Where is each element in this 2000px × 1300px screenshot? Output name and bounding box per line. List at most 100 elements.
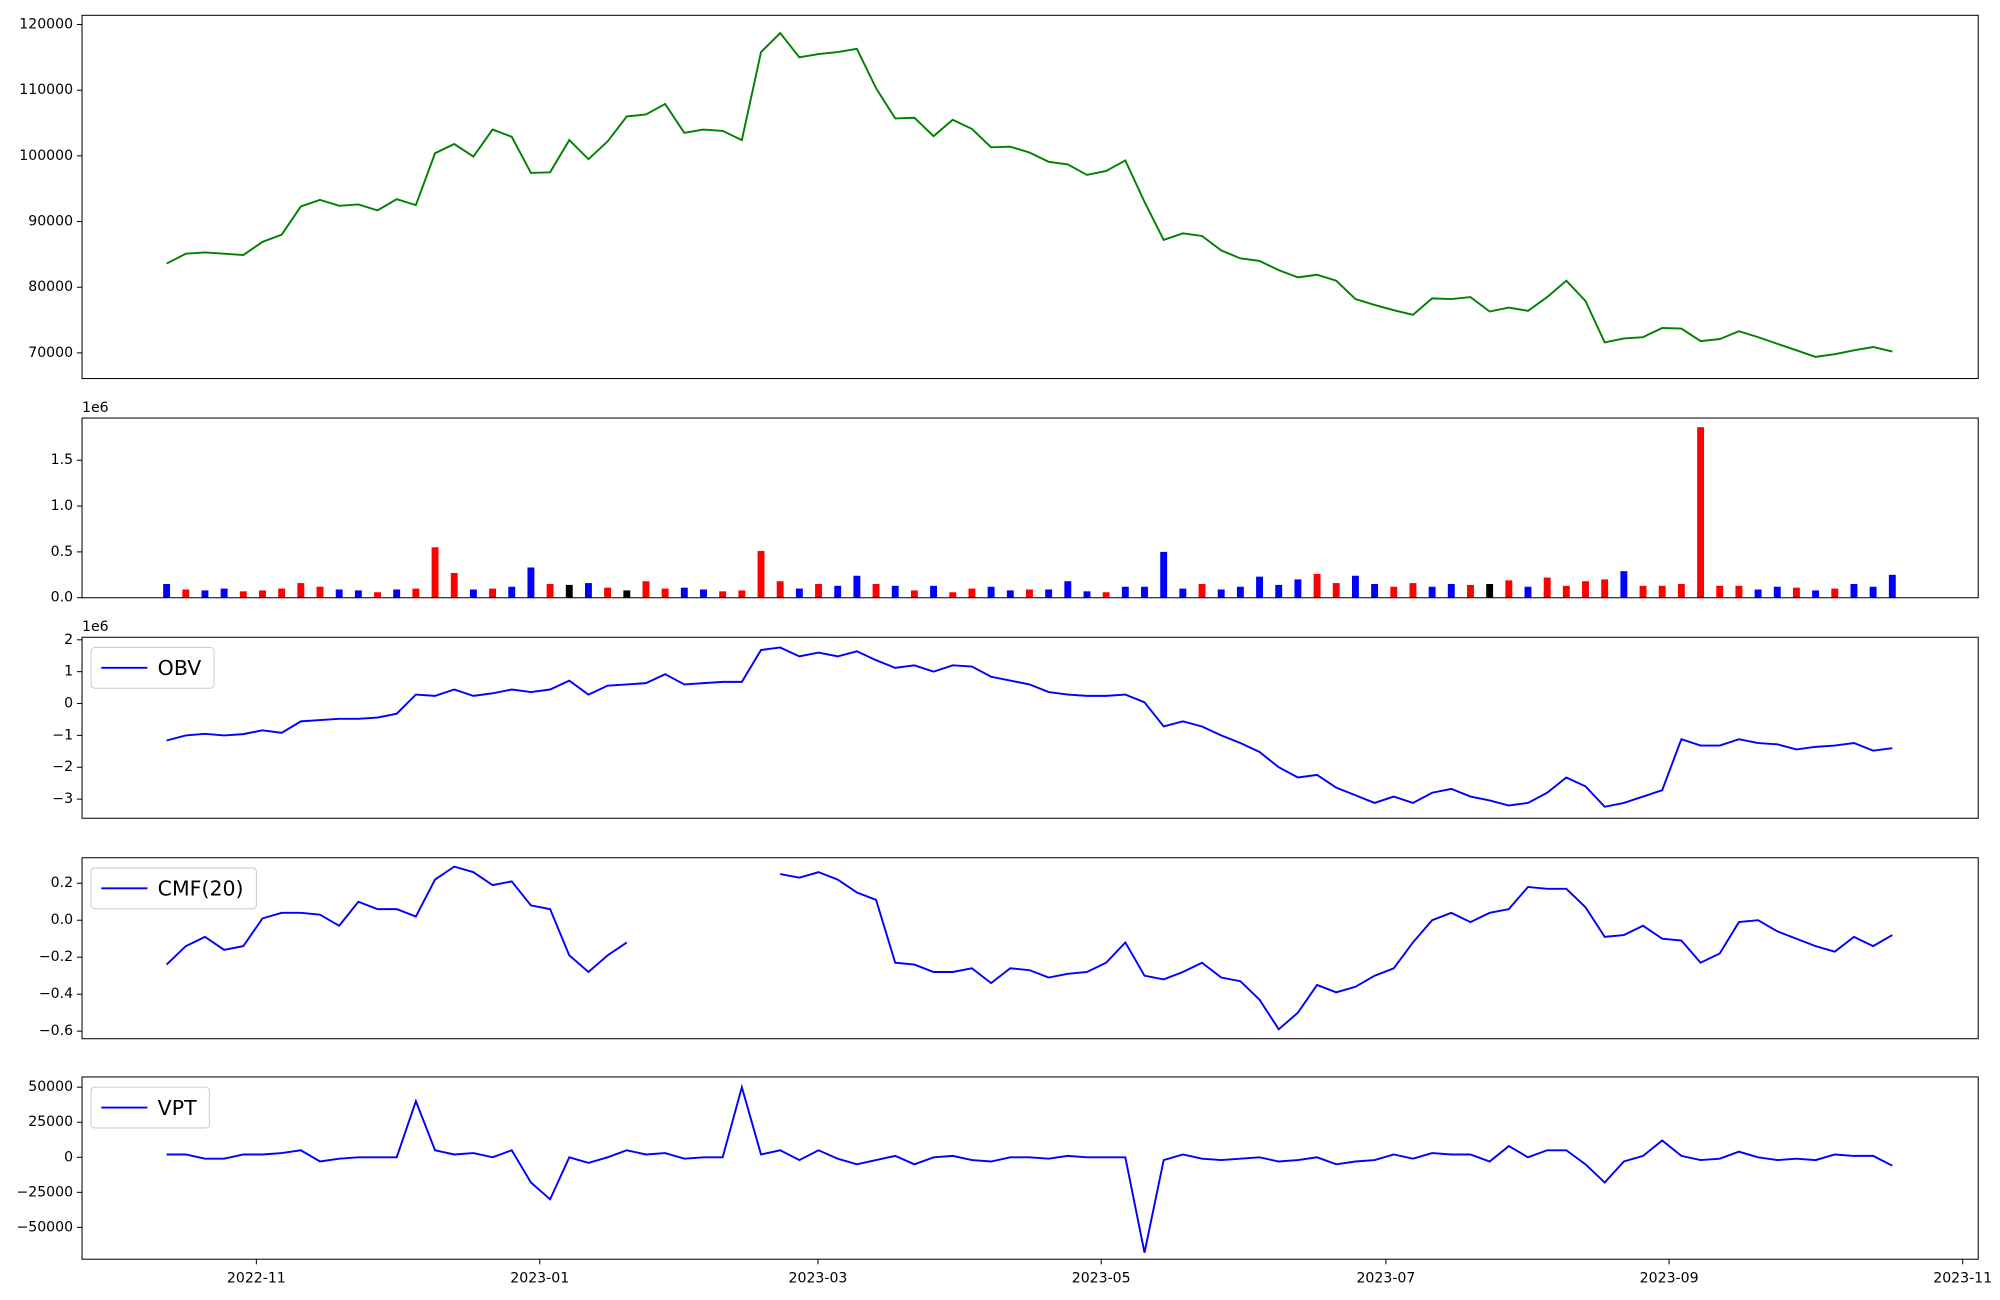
bar (1141, 586, 1148, 598)
bar (1332, 583, 1340, 598)
bar (949, 592, 957, 598)
bar (1716, 585, 1724, 598)
y-tick-label: 0.0 (51, 912, 73, 928)
bar (1639, 585, 1647, 598)
bar (1677, 583, 1685, 598)
bar (1505, 580, 1513, 598)
line (165, 865, 1893, 1031)
y-tick-label: 0.0 (51, 590, 73, 606)
axes-frame (81, 417, 1979, 599)
legend-label: CMF(20) (158, 877, 244, 901)
bar (450, 572, 458, 598)
bar (1888, 574, 1896, 598)
bar (1428, 586, 1436, 598)
y-tick-label: 70000 (28, 345, 73, 361)
y-tick-label: 1 (64, 664, 73, 680)
y-tick-label: 2 (64, 632, 73, 648)
y-tick-label: 0 (64, 696, 73, 712)
bar (1582, 581, 1589, 598)
bar (661, 588, 669, 598)
bar (1102, 592, 1110, 598)
bar (1064, 581, 1072, 598)
bar (776, 581, 784, 598)
bar (259, 590, 266, 598)
bar (1543, 577, 1551, 598)
bar (1869, 586, 1877, 598)
bar (1217, 589, 1225, 598)
bar (719, 591, 727, 598)
bar (623, 590, 631, 598)
bar (680, 587, 688, 598)
y-tick-label: −0.4 (39, 986, 73, 1002)
bar (1620, 571, 1628, 598)
bar (1447, 583, 1455, 598)
bar (738, 590, 746, 598)
x-tick-label: 2023-11 (1933, 1270, 1992, 1286)
bar (1754, 589, 1762, 598)
x-tick-label: 2022-11 (227, 1270, 286, 1286)
y-tick-label: 0 (64, 1149, 73, 1165)
bar (891, 585, 899, 598)
y-tick-label: 110000 (19, 82, 73, 98)
bar (431, 547, 439, 598)
bar (220, 588, 228, 598)
x-tick-label: 2023-07 (1356, 1270, 1415, 1286)
legend-label: OBV (158, 656, 202, 680)
x-tick-label: 2023-05 (1072, 1270, 1131, 1286)
y-tick-label: −0.2 (39, 949, 73, 965)
bar (987, 586, 995, 598)
bar (1371, 583, 1379, 598)
bar (604, 587, 612, 598)
y-tick-label: 25000 (28, 1114, 73, 1130)
bar (1121, 586, 1129, 598)
bar (872, 583, 880, 598)
bar (1083, 591, 1091, 598)
bar (393, 589, 401, 598)
bar (1351, 575, 1359, 598)
y-tick-label: 0.2 (51, 875, 73, 891)
y-tick-label: 100000 (19, 148, 73, 164)
y-tick-label: 1.5 (51, 452, 73, 468)
y-tick-label: 90000 (28, 214, 73, 230)
bar (546, 583, 554, 598)
bar (1735, 585, 1743, 598)
bar (1467, 584, 1474, 598)
bar (316, 586, 324, 598)
bar (853, 575, 861, 598)
bar (1160, 551, 1168, 598)
bar (469, 589, 477, 598)
bar (757, 550, 765, 598)
y-tick-label: 120000 (19, 17, 73, 33)
bar (968, 588, 976, 598)
bar (1045, 589, 1053, 598)
bar (1256, 576, 1264, 598)
bar (1658, 585, 1666, 598)
line (166, 1083, 1893, 1253)
bar (795, 588, 803, 598)
legend-box (90, 646, 215, 689)
bar (1831, 588, 1839, 598)
bar (201, 590, 209, 598)
legend-label: VPT (158, 1096, 197, 1120)
bar (527, 567, 535, 598)
bar (1524, 586, 1532, 598)
bar (374, 592, 381, 598)
line (166, 31, 1893, 358)
bar (565, 584, 573, 598)
bar (1486, 583, 1494, 598)
axes-frame (81, 1076, 1979, 1260)
axes-frame (81, 857, 1979, 1040)
bar (1294, 579, 1302, 598)
bar (1409, 583, 1417, 598)
bar (489, 588, 497, 598)
y-tick-label: 1.0 (51, 498, 73, 514)
bar (297, 583, 305, 598)
bar (1697, 427, 1705, 598)
y-tick-label: −2 (52, 759, 73, 775)
x-tick-label: 2023-09 (1640, 1270, 1699, 1286)
legend: CMF(20) (90, 867, 257, 910)
y-tick-label: −50000 (16, 1219, 73, 1235)
offset-label: 1e6 (82, 619, 109, 635)
